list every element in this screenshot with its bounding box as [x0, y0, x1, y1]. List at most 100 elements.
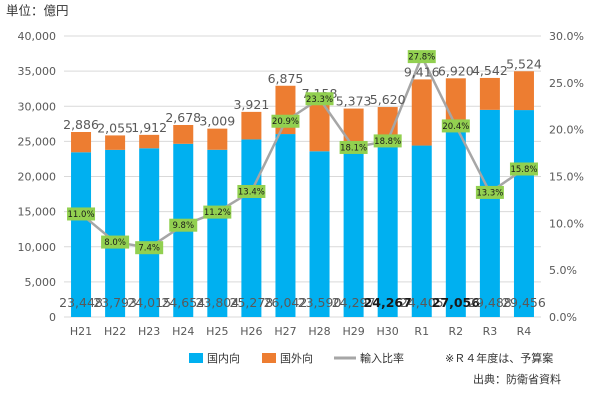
ratio-value-label: 18.8% [374, 137, 401, 147]
legend-label-foreign: 国外向 [280, 351, 313, 365]
bar-domestic [411, 145, 432, 317]
legend-swatch-domestic [189, 353, 203, 363]
bar-domestic [105, 149, 126, 317]
bar-foreign [479, 77, 500, 110]
legend: 国内向 国外向 輸入比率 [189, 351, 404, 365]
bar-foreign [105, 135, 126, 150]
foreign-value-label: 3,921 [233, 97, 269, 112]
ratio-value-label: 8.0% [104, 238, 126, 248]
legend-label-ratio: 輸入比率 [360, 351, 404, 365]
x-tick-label: H22 [104, 325, 126, 338]
bar-domestic [241, 139, 262, 317]
y-right-tick-label: 5.0% [549, 264, 577, 277]
bars-layer [71, 71, 534, 318]
bar-foreign [139, 134, 160, 149]
ratio-value-label: 18.1% [340, 143, 367, 153]
foreign-value-label: 2,886 [63, 117, 99, 132]
bar-foreign [343, 108, 364, 147]
ratio-value-label: 11.2% [204, 208, 231, 218]
foreign-value-label: 5,373 [336, 94, 372, 109]
x-tick-label: H29 [342, 325, 364, 338]
ratio-label-box [475, 185, 504, 199]
x-tick-label: H23 [138, 325, 160, 338]
bar-foreign [207, 128, 228, 150]
bar-foreign [173, 124, 194, 144]
bar-domestic [139, 148, 160, 317]
domestic-value-label: 23,590 [298, 295, 342, 310]
bar-foreign [71, 132, 92, 153]
bar-domestic [343, 146, 364, 317]
x-tick-label: R3 [483, 325, 498, 338]
ratio-value-label: 11.0% [68, 210, 95, 220]
bar-domestic [275, 134, 296, 317]
bar-domestic [513, 110, 534, 318]
bar-foreign [513, 71, 534, 111]
unit-label: 単位：億円 [6, 3, 69, 18]
foreign-value-label: 6,875 [268, 71, 304, 86]
ratio-label-box [271, 114, 300, 128]
foreign-value-label: 5,524 [506, 56, 542, 71]
ratio-value-label: 20.4% [442, 122, 469, 132]
foreign-value-label: 9,416 [404, 64, 440, 79]
domestic-value-label: 29,456 [502, 295, 546, 310]
y-right-tick-label: 0.0% [549, 311, 577, 324]
bar-domestic [71, 152, 92, 317]
bar-domestic [207, 149, 228, 317]
ratio-value-label: 13.4% [238, 187, 265, 197]
bar-domestic [445, 126, 466, 317]
foreign-value-label: 5,620 [370, 92, 406, 107]
ratio-label-box [509, 162, 538, 176]
legend-swatch-foreign [262, 353, 276, 363]
ratio-value-label: 15.8% [510, 165, 537, 175]
domestic-value-label: 26,042 [264, 295, 308, 310]
bar-domestic [377, 146, 398, 317]
y-left-tick-label: 15,000 [18, 206, 57, 219]
ratio-label-box [441, 119, 470, 133]
budget-note: ※Ｒ４年度は、予算案 [445, 351, 553, 365]
bar-foreign [309, 100, 330, 152]
ratio-value-label: 13.3% [476, 188, 503, 198]
x-tick-label: R4 [517, 325, 532, 338]
ratio-label-box [169, 218, 198, 232]
y-left-tick-label: 20,000 [18, 171, 57, 184]
ratio-label-box [237, 184, 266, 198]
x-tick-label: H27 [274, 325, 296, 338]
domestic-value-label: 24,267 [364, 295, 412, 310]
y-right-tick-label: 15.0% [549, 171, 584, 184]
labels-layer: 23,4482,88623,7932,05524,0151,91224,6542… [59, 50, 546, 310]
source-note: 出典：防衛省資料 [473, 372, 561, 386]
y-left-tick-label: 0 [49, 311, 56, 324]
foreign-value-label: 2,055 [97, 120, 133, 135]
x-tick-label: H26 [240, 325, 262, 338]
ratio-value-label: 9.8% [172, 221, 194, 231]
ratio-label-box [67, 207, 96, 221]
ratio-value-label: 20.9% [272, 117, 299, 127]
foreign-value-label: 4,542 [472, 63, 508, 78]
y-left-tick-label: 25,000 [18, 135, 57, 148]
ratio-value-label: 27.8% [408, 53, 435, 63]
domestic-value-label: 24,297 [332, 295, 376, 310]
legend-label-domestic: 国内向 [207, 351, 240, 365]
ratio-label-box [203, 205, 232, 219]
foreign-value-label: 1,912 [131, 120, 167, 135]
domestic-value-label: 24,405 [400, 295, 444, 310]
domestic-value-label: 23,448 [59, 295, 103, 310]
ratio-label-box [339, 140, 368, 154]
axes-layer: 0 5,000 10,000 15,000 20,000 25,000 30,000 35,0… [18, 30, 584, 338]
ratio-label-box [407, 50, 436, 64]
ratio-label-box [305, 92, 334, 106]
domestic-value-label: 24,015 [127, 295, 171, 310]
y-left-tick-label: 5,000 [25, 276, 57, 289]
x-tick-label: H28 [308, 325, 330, 338]
ratio-label-box [101, 235, 130, 249]
x-tick-label: H21 [70, 325, 92, 338]
y-left-tick-label: 35,000 [18, 65, 57, 78]
bar-domestic [309, 151, 330, 317]
ratio-label-box [135, 241, 164, 255]
bar-domestic [479, 109, 500, 317]
x-tick-label: H24 [172, 325, 194, 338]
domestic-value-label: 23,804 [195, 295, 239, 310]
y-right-tick-label: 25.0% [549, 77, 584, 90]
x-tick-label: H25 [206, 325, 228, 338]
